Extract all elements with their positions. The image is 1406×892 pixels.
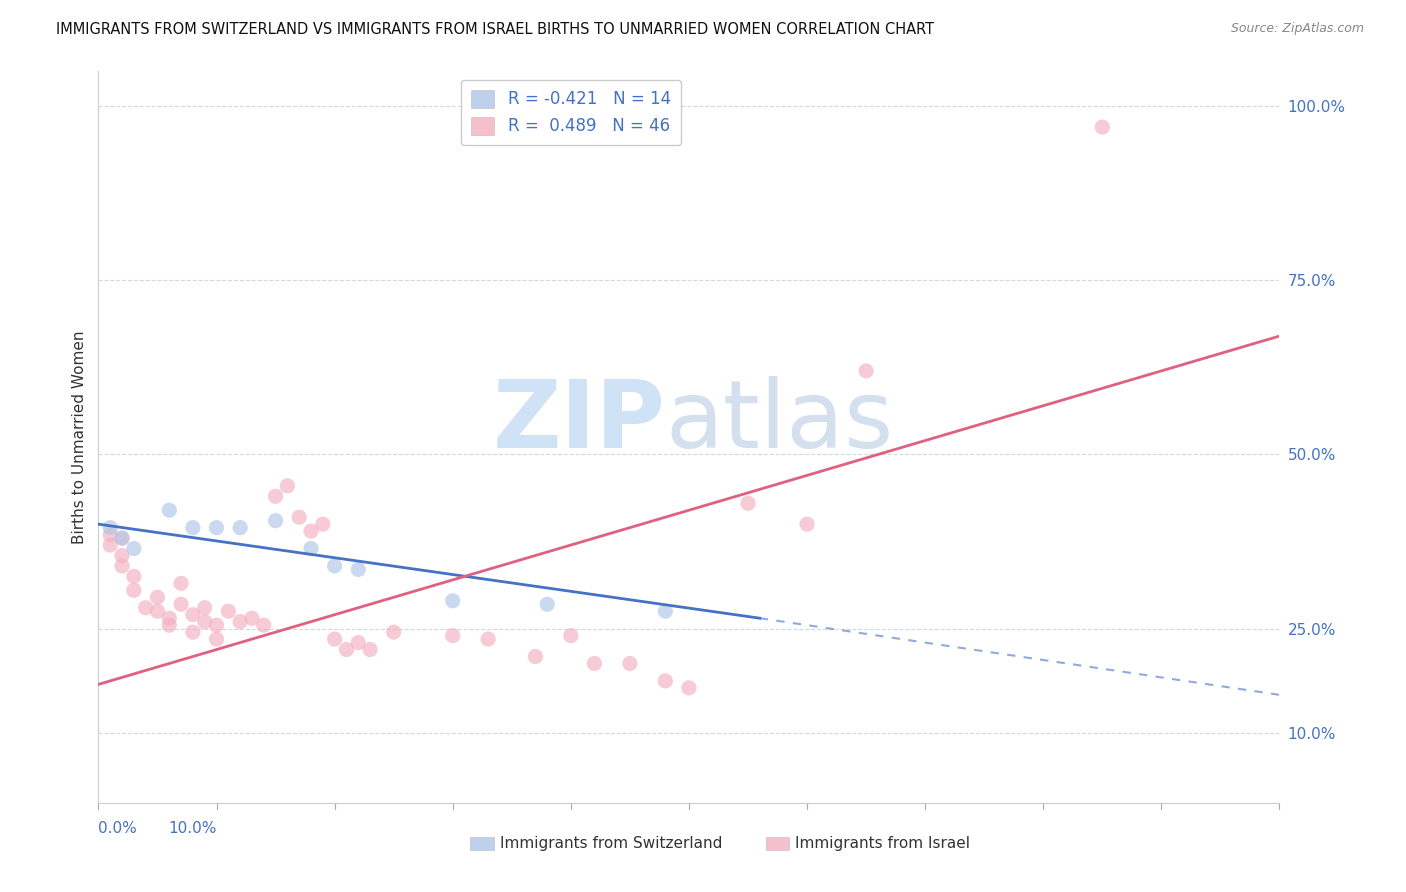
- Point: [170, 576, 193, 591]
- Point: [264, 514, 287, 528]
- Point: [560, 629, 582, 643]
- Point: [157, 618, 180, 632]
- Point: [796, 517, 818, 532]
- Point: [323, 558, 346, 573]
- Point: [299, 541, 322, 556]
- Point: [382, 625, 405, 640]
- Point: [441, 629, 464, 643]
- Point: [299, 524, 322, 538]
- Point: [312, 517, 335, 532]
- Point: [98, 521, 121, 535]
- Point: [146, 604, 169, 618]
- Point: [181, 607, 204, 622]
- Point: [229, 615, 252, 629]
- Text: atlas: atlas: [665, 376, 894, 468]
- Bar: [471, 838, 494, 850]
- Point: [441, 594, 464, 608]
- Text: 10.0%: 10.0%: [169, 821, 217, 836]
- Point: [111, 549, 134, 563]
- Point: [181, 521, 204, 535]
- Point: [122, 541, 145, 556]
- Point: [205, 521, 228, 535]
- Point: [111, 531, 134, 545]
- Point: [323, 632, 346, 646]
- Text: IMMIGRANTS FROM SWITZERLAND VS IMMIGRANTS FROM ISRAEL BIRTHS TO UNMARRIED WOMEN : IMMIGRANTS FROM SWITZERLAND VS IMMIGRANT…: [56, 22, 935, 37]
- Text: Immigrants from Switzerland: Immigrants from Switzerland: [501, 837, 723, 851]
- Point: [276, 479, 298, 493]
- Point: [229, 521, 252, 535]
- Bar: [766, 838, 789, 850]
- Point: [347, 635, 370, 649]
- Point: [619, 657, 641, 671]
- Text: 0.0%: 0.0%: [98, 821, 138, 836]
- Point: [524, 649, 547, 664]
- Point: [98, 538, 121, 552]
- Point: [98, 527, 121, 541]
- Point: [135, 600, 157, 615]
- Point: [194, 600, 217, 615]
- Point: [194, 615, 217, 629]
- Point: [536, 597, 558, 611]
- Text: ZIP: ZIP: [492, 376, 665, 468]
- Point: [335, 642, 357, 657]
- Text: Source: ZipAtlas.com: Source: ZipAtlas.com: [1230, 22, 1364, 36]
- Point: [181, 625, 204, 640]
- Point: [288, 510, 311, 524]
- Point: [122, 583, 145, 598]
- Point: [170, 597, 193, 611]
- Point: [678, 681, 700, 695]
- Point: [111, 558, 134, 573]
- Point: [253, 618, 276, 632]
- Legend: R = -0.421   N = 14, R =  0.489   N = 46: R = -0.421 N = 14, R = 0.489 N = 46: [461, 79, 681, 145]
- Point: [157, 503, 180, 517]
- Point: [347, 562, 370, 576]
- Point: [122, 569, 145, 583]
- Point: [264, 489, 287, 503]
- Text: Immigrants from Israel: Immigrants from Israel: [796, 837, 970, 851]
- Y-axis label: Births to Unmarried Women: Births to Unmarried Women: [72, 330, 87, 544]
- Point: [583, 657, 606, 671]
- Point: [1091, 120, 1114, 134]
- Point: [737, 496, 759, 510]
- Point: [111, 531, 134, 545]
- Point: [654, 673, 676, 688]
- Point: [477, 632, 499, 646]
- Point: [359, 642, 381, 657]
- Point: [205, 632, 228, 646]
- Point: [654, 604, 676, 618]
- Point: [205, 618, 228, 632]
- Point: [146, 591, 169, 605]
- Point: [240, 611, 263, 625]
- Point: [157, 611, 180, 625]
- Point: [217, 604, 239, 618]
- Point: [855, 364, 877, 378]
